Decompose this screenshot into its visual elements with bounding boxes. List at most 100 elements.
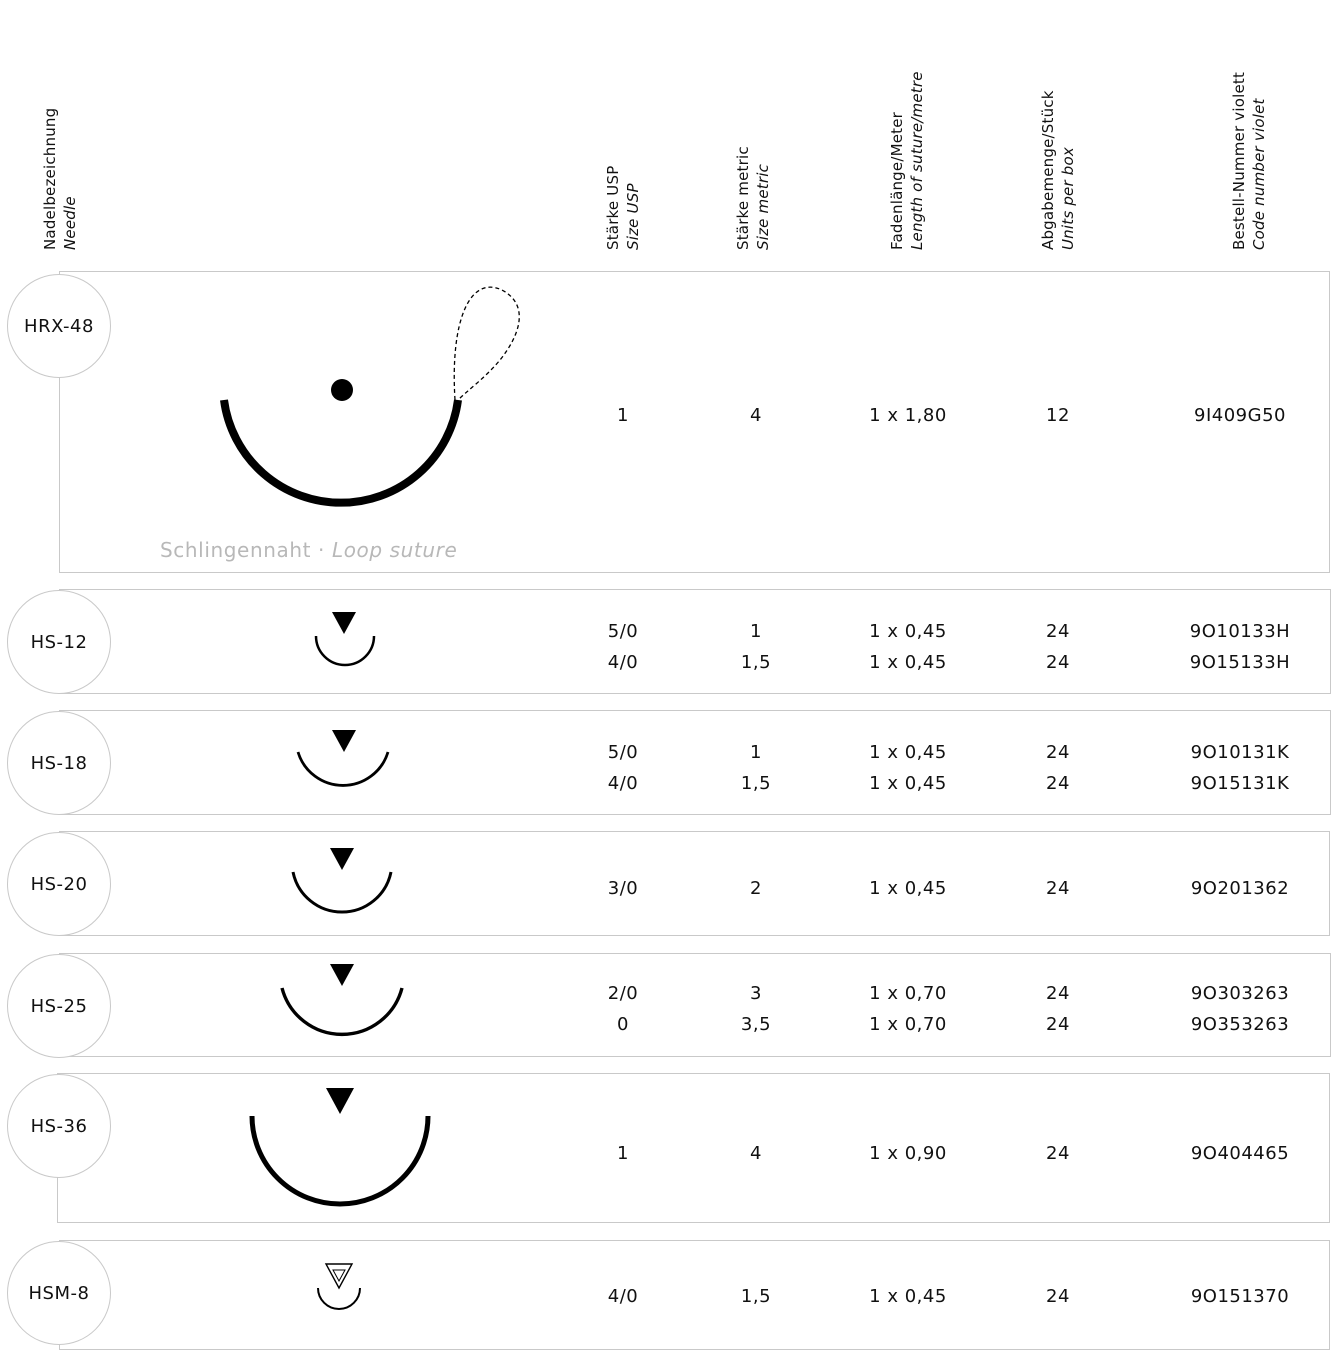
row-box-hs20	[59, 831, 1330, 936]
cell-value: 1 x 0,90	[869, 1143, 947, 1164]
cell-value: 1	[750, 621, 762, 642]
needle-badge-hsm8: HSM-8	[7, 1241, 111, 1345]
row1-units: 12	[1018, 400, 1098, 431]
row7-code: 9O151370	[1175, 1281, 1305, 1312]
cell-value: 4	[750, 405, 762, 426]
row5-metric: 3 3,5	[716, 978, 796, 1040]
header-needle-de: Nadelbezeichnung	[41, 107, 59, 250]
row5-units: 24 24	[1018, 978, 1098, 1040]
header-code-en: Code number violet	[1250, 98, 1268, 250]
cell-value: 3	[750, 983, 762, 1004]
cell-value: 1 x 1,80	[869, 405, 947, 426]
cell-value: 9O201362	[1190, 878, 1290, 899]
header-size-usp-en: Size USP	[624, 183, 642, 250]
row6-code: 9O404465	[1175, 1138, 1305, 1169]
cell-value: 9I409G50	[1194, 405, 1286, 426]
cell-value: 1,5	[740, 1286, 772, 1307]
row2-usp: 5/0 4/0	[583, 616, 663, 678]
row3-code: 9O10131K 9O15131K	[1175, 737, 1305, 799]
row4-length: 1 x 0,45	[848, 873, 968, 904]
cell-value: 9O404465	[1190, 1143, 1290, 1164]
cell-value: 2/0	[607, 983, 639, 1004]
needle-badge-hs12: HS-12	[7, 590, 111, 694]
row6-usp: 1	[583, 1138, 663, 1169]
cell-value: 9O15131K	[1190, 773, 1290, 794]
caption-en: Loop suture	[331, 538, 458, 562]
cell-value: 9O15133H	[1189, 652, 1291, 673]
row3-length: 1 x 0,45 1 x 0,45	[848, 737, 968, 799]
cell-value: 24	[1046, 742, 1070, 763]
header-length-en: Length of suture/metre	[908, 71, 926, 250]
cell-value: 1	[617, 1143, 629, 1164]
row3-metric: 1 1,5	[716, 737, 796, 799]
cell-value: 9O151370	[1190, 1286, 1290, 1307]
cell-value: 1,5	[740, 773, 772, 794]
needle-badge-hrx48: HRX-48	[7, 274, 111, 378]
row5-usp: 2/0 0	[583, 978, 663, 1040]
cell-value: 1 x 0,70	[869, 983, 947, 1004]
row5-length: 1 x 0,70 1 x 0,70	[848, 978, 968, 1040]
cell-value: 1 x 0,70	[869, 1014, 947, 1035]
cell-value: 1 x 0,45	[869, 621, 947, 642]
cell-value: 1 x 0,45	[869, 773, 947, 794]
needle-triangle-icon	[296, 730, 390, 787]
cell-value: 12	[1046, 405, 1070, 426]
row2-units: 24 24	[1018, 616, 1098, 678]
row-box-hrx48	[59, 271, 1330, 573]
row4-metric: 2	[716, 873, 796, 904]
row1-length: 1 x 1,80	[848, 400, 968, 431]
needle-triangle-icon	[249, 1088, 431, 1207]
cell-value: 24	[1046, 1014, 1070, 1035]
header-units-de: Abgabemenge/Stück	[1039, 90, 1057, 250]
cell-value: 1	[750, 742, 762, 763]
cell-value: 4/0	[607, 773, 639, 794]
loop-suture-caption: Schlingennaht · Loop suture	[160, 538, 457, 562]
header-size-metric-de: Stärke metric	[734, 146, 752, 250]
cell-value: 24	[1046, 1286, 1070, 1307]
row-box-hs18	[59, 710, 1331, 815]
row-box-hs36	[57, 1073, 1330, 1223]
row3-units: 24 24	[1018, 737, 1098, 799]
cell-value: 1 x 0,45	[869, 652, 947, 673]
needle-badge-hs36: HS-36	[7, 1074, 111, 1178]
cell-value: 24	[1046, 621, 1070, 642]
needle-triangle-icon	[291, 848, 393, 914]
needle-open-triangle-icon	[317, 1263, 361, 1310]
cell-value: 4	[750, 1143, 762, 1164]
row4-code: 9O201362	[1175, 873, 1305, 904]
needle-badge-hs18: HS-18	[7, 711, 111, 815]
row4-usp: 3/0	[583, 873, 663, 904]
cell-value: 9O353263	[1190, 1014, 1290, 1035]
cell-value: 24	[1046, 652, 1070, 673]
header-size-metric-en: Size metric	[754, 163, 772, 250]
row4-units: 24	[1018, 873, 1098, 904]
cell-value: 2	[750, 878, 762, 899]
row7-units: 24	[1018, 1281, 1098, 1312]
cell-value: 4/0	[607, 652, 639, 673]
row-box-hs25	[59, 953, 1331, 1057]
row7-usp: 4/0	[583, 1281, 663, 1312]
cell-value: 0	[617, 1014, 629, 1035]
cell-value: 24	[1046, 773, 1070, 794]
row1-code: 9I409G50	[1175, 400, 1305, 431]
needle-badge-hs25: HS-25	[7, 954, 111, 1058]
cell-value: 9O10131K	[1190, 742, 1290, 763]
loop-needle-icon	[220, 286, 520, 507]
cell-value: 4/0	[607, 1286, 639, 1307]
row1-metric: 4	[716, 400, 796, 431]
cell-value: 9O10133H	[1189, 621, 1291, 642]
cell-value: 3/0	[607, 878, 639, 899]
row3-usp: 5/0 4/0	[583, 737, 663, 799]
cell-value: 9O303263	[1190, 983, 1290, 1004]
cell-value: 24	[1046, 1143, 1070, 1164]
cell-value: 24	[1046, 983, 1070, 1004]
row6-metric: 4	[716, 1138, 796, 1169]
header-units-en: Units per box	[1059, 147, 1077, 250]
cell-value: 24	[1046, 878, 1070, 899]
cell-value: 5/0	[607, 621, 639, 642]
cell-value: 5/0	[607, 742, 639, 763]
header-size-usp-de: Stärke USP	[604, 165, 622, 250]
row1-usp: 1	[583, 400, 663, 431]
row2-metric: 1 1,5	[716, 616, 796, 678]
caption-de: Schlingennaht ·	[160, 538, 332, 562]
